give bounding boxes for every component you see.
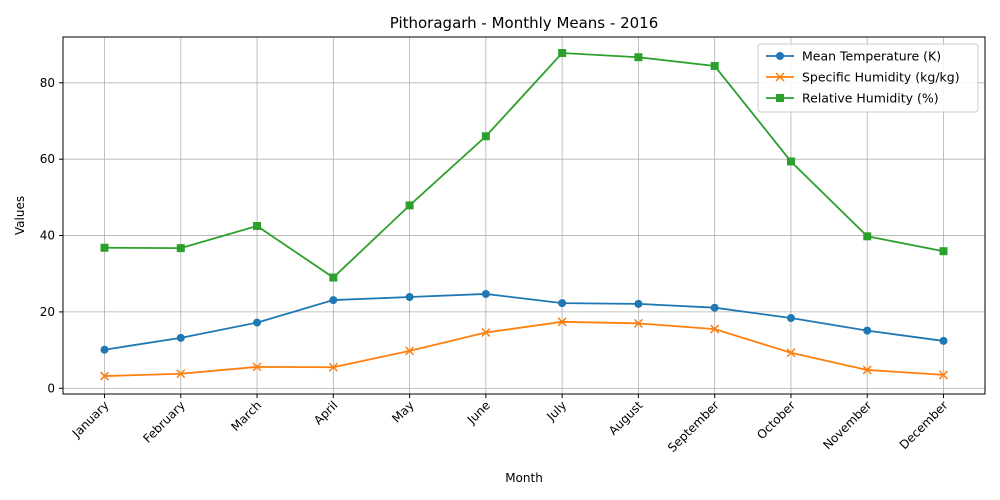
data-point (481, 132, 490, 141)
data-point (252, 362, 262, 372)
legend-item: Mean Temperature (K) (766, 49, 941, 64)
data-point (329, 296, 338, 305)
data-point (176, 369, 186, 379)
data-point (328, 362, 338, 372)
data-point (938, 370, 949, 380)
data-point (633, 318, 643, 328)
series-line (104, 52, 944, 279)
data-point (176, 244, 185, 253)
data-point (99, 371, 110, 381)
plot-frame (62, 36, 986, 395)
chart-title: Pithoragarh - Monthly Means - 2016 (390, 14, 659, 32)
data-point (405, 201, 414, 210)
series-1 (100, 289, 948, 354)
data-point (558, 299, 567, 308)
legend: Mean Temperature (K) Specific Humidity (k… (757, 43, 979, 113)
legend-marker (775, 72, 785, 82)
y-tick-label: 40 (40, 229, 55, 243)
data-point (786, 314, 795, 323)
data-point (100, 345, 109, 354)
data-point (863, 232, 872, 241)
data-point (710, 324, 720, 334)
data-point (710, 62, 719, 71)
data-point (481, 327, 491, 338)
y-tick-label: 0 (47, 381, 55, 395)
legend-box (757, 43, 979, 113)
data-point (634, 53, 643, 62)
data-point (862, 365, 872, 375)
data-point (100, 243, 109, 252)
series-3 (100, 49, 948, 282)
data-point (786, 157, 795, 166)
legend-marker (776, 94, 784, 102)
series-line (104, 320, 944, 377)
data-point (405, 346, 415, 356)
data-point (481, 289, 490, 298)
data-point (939, 336, 948, 345)
series-2 (99, 317, 949, 381)
data-point (557, 317, 567, 327)
x-axis-title: Month (505, 471, 543, 485)
data-point (253, 222, 262, 230)
data-point (634, 299, 643, 308)
legend-label: Relative Humidity (%) (802, 91, 939, 106)
y-tick-label: 20 (40, 305, 55, 319)
legend-label: Mean Temperature (K) (802, 49, 941, 64)
y-tick-label: 80 (40, 76, 55, 90)
data-point (176, 333, 185, 342)
data-point (786, 348, 796, 358)
data-point (329, 273, 338, 282)
data-point (405, 293, 414, 302)
series-line (104, 293, 944, 351)
y-axis-title: Values (13, 196, 27, 235)
legend-item: Specific Humidity (kg/kg) (766, 70, 960, 85)
legend-label: Specific Humidity (kg/kg) (802, 70, 960, 85)
data-point (939, 247, 948, 256)
legend-item: Relative Humidity (%) (766, 91, 939, 106)
data-point (863, 326, 872, 335)
data-point (253, 318, 262, 327)
data-series (99, 49, 949, 381)
data-point (558, 49, 567, 58)
legend-marker (776, 52, 784, 60)
y-tick-label: 60 (40, 152, 55, 166)
data-point (710, 303, 719, 312)
